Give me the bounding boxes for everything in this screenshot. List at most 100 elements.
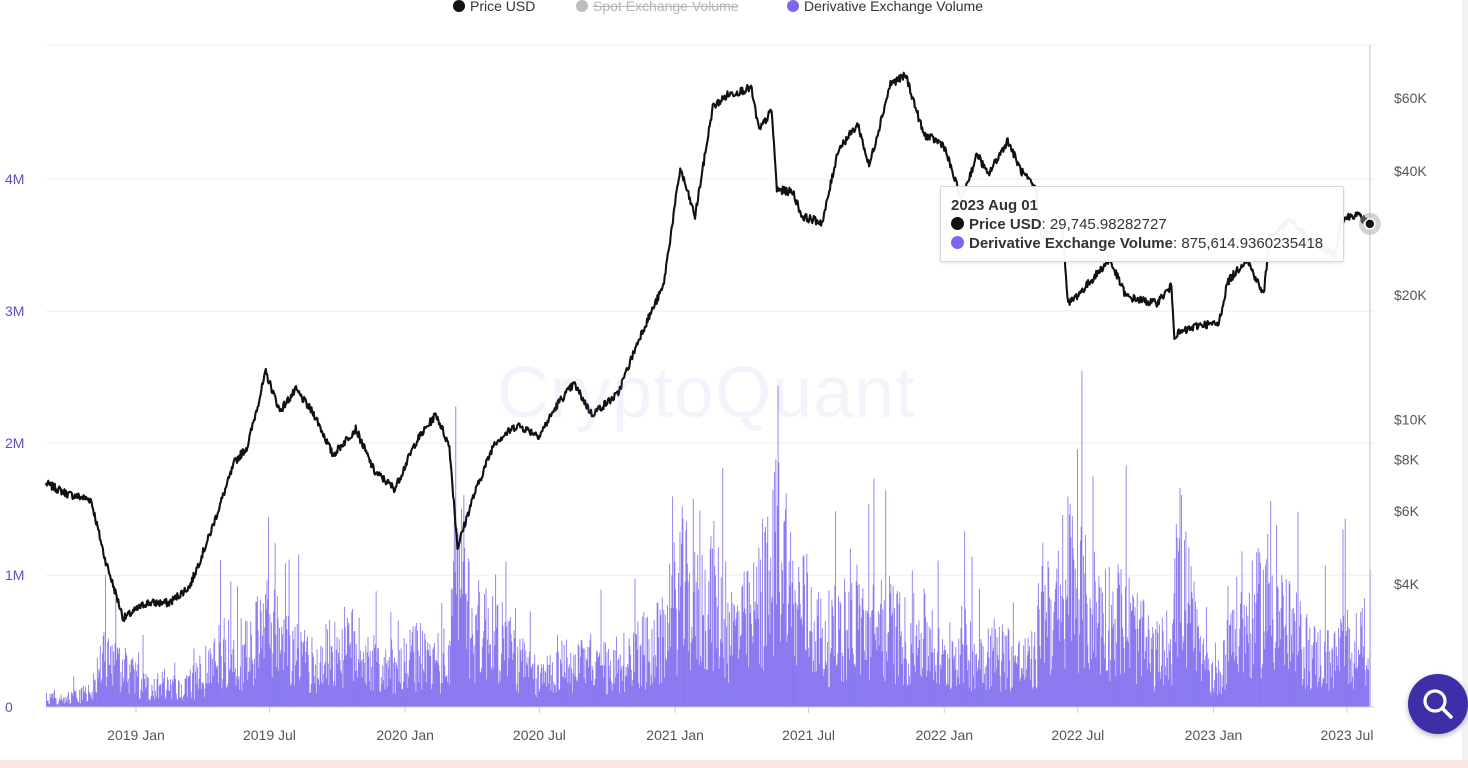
volume-bar [379,691,381,707]
volume-bar [259,653,261,707]
volume-bar [807,647,809,707]
volume-bar [443,628,445,707]
volume-bar [761,667,763,707]
volume-bar [1360,611,1362,707]
volume-bar [1129,668,1131,707]
volume-bar [203,684,204,707]
volume-bar [398,681,400,707]
volume-bar [874,633,876,707]
volume-bar [437,633,439,707]
volume-bar [1295,671,1297,707]
volume-bar [850,599,852,707]
volume-bar [312,653,314,707]
volume-bar [166,689,168,707]
volume-bar [623,632,625,707]
volume-bar [458,640,460,707]
volume-bar [648,639,650,707]
volume-bar [782,603,784,707]
volume-bar [743,571,745,707]
volume-bar [559,689,561,707]
volume-bar [464,594,466,707]
volume-bar [641,616,643,707]
volume-bar [481,668,483,707]
volume-bar [737,658,739,707]
volume-bar [1121,594,1123,707]
volume-bar [885,490,887,707]
volume-bar [1341,622,1342,707]
volume-bar [968,687,970,707]
volume-bar [109,664,111,707]
volume-bar [352,680,354,707]
volume-bar [58,701,60,707]
volume-bar [746,570,748,707]
volume-bar [1299,601,1301,707]
volume-bar [484,619,486,707]
volume-bar [818,592,820,707]
volume-bar [496,605,498,707]
volume-bar [596,650,598,707]
volume-bar [1208,658,1210,707]
legend-item-derivative-volume[interactable]: Derivative Exchange Volume [787,0,983,14]
volume-bar [846,679,848,707]
volume-bar [961,606,963,707]
volume-bar [1303,646,1305,707]
volume-bar [1349,659,1351,707]
volume-bar [1046,636,1048,707]
legend-item-spot-volume[interactable]: Spot Exchange Volume [576,0,739,14]
volume-bar [1130,611,1132,707]
tooltip-date: 2023 Aug 01 [951,197,1038,214]
volume-bar [593,685,595,707]
volume-bar [940,668,942,707]
volume-bar [1291,609,1293,707]
volume-bar [759,663,761,707]
tooltip-row-price: Price USD: 29,745.98282727 [951,215,1333,234]
volume-bar [1270,501,1272,707]
volume-bar [1299,626,1300,707]
volume-bar [74,692,76,707]
volume-bar [1127,642,1129,707]
chart-tooltip: 2023 Aug 01 Price USD: 29,745.98282727 D… [940,186,1344,262]
volume-bar [49,693,51,707]
volume-bar [357,677,359,707]
volume-bar [844,591,846,707]
volume-bar [928,656,929,707]
volume-bar [1023,679,1025,707]
volume-bar [797,609,799,707]
volume-bar [1335,671,1337,707]
volume-bar [831,599,833,707]
volume-bar [154,699,156,707]
volume-bar [1235,656,1237,707]
volume-bar [572,672,574,707]
legend-item-price[interactable]: Price USD [453,0,535,14]
volume-bar [1063,638,1065,707]
volume-bar [1015,662,1017,707]
volume-bar [551,675,553,707]
volume-bar [282,669,284,707]
volume-bar [513,630,515,707]
volume-bar [599,652,601,707]
volume-bar [506,676,508,707]
volume-bar [1253,664,1255,707]
volume-bar [1318,681,1320,707]
volume-bar [600,589,602,707]
volume-bar [1234,629,1236,707]
volume-bar [363,651,365,707]
volume-bar [255,601,257,707]
volume-bar [1220,694,1222,707]
volume-bar [1145,637,1147,707]
volume-bar [103,632,105,707]
volume-bar [51,693,53,707]
volume-bar [196,684,198,707]
volume-bar [262,635,263,707]
search-button[interactable] [1408,674,1468,734]
y-right-tick-label: $4K [1394,576,1420,592]
volume-bar [1311,645,1313,707]
volume-bar [900,636,901,707]
volume-bar [1335,646,1337,707]
volume-bar [349,642,351,707]
volume-bar [504,660,505,707]
volume-bar [810,630,811,707]
volume-bar [815,671,817,707]
volume-bar [306,640,308,707]
volume-bar [1245,606,1247,707]
